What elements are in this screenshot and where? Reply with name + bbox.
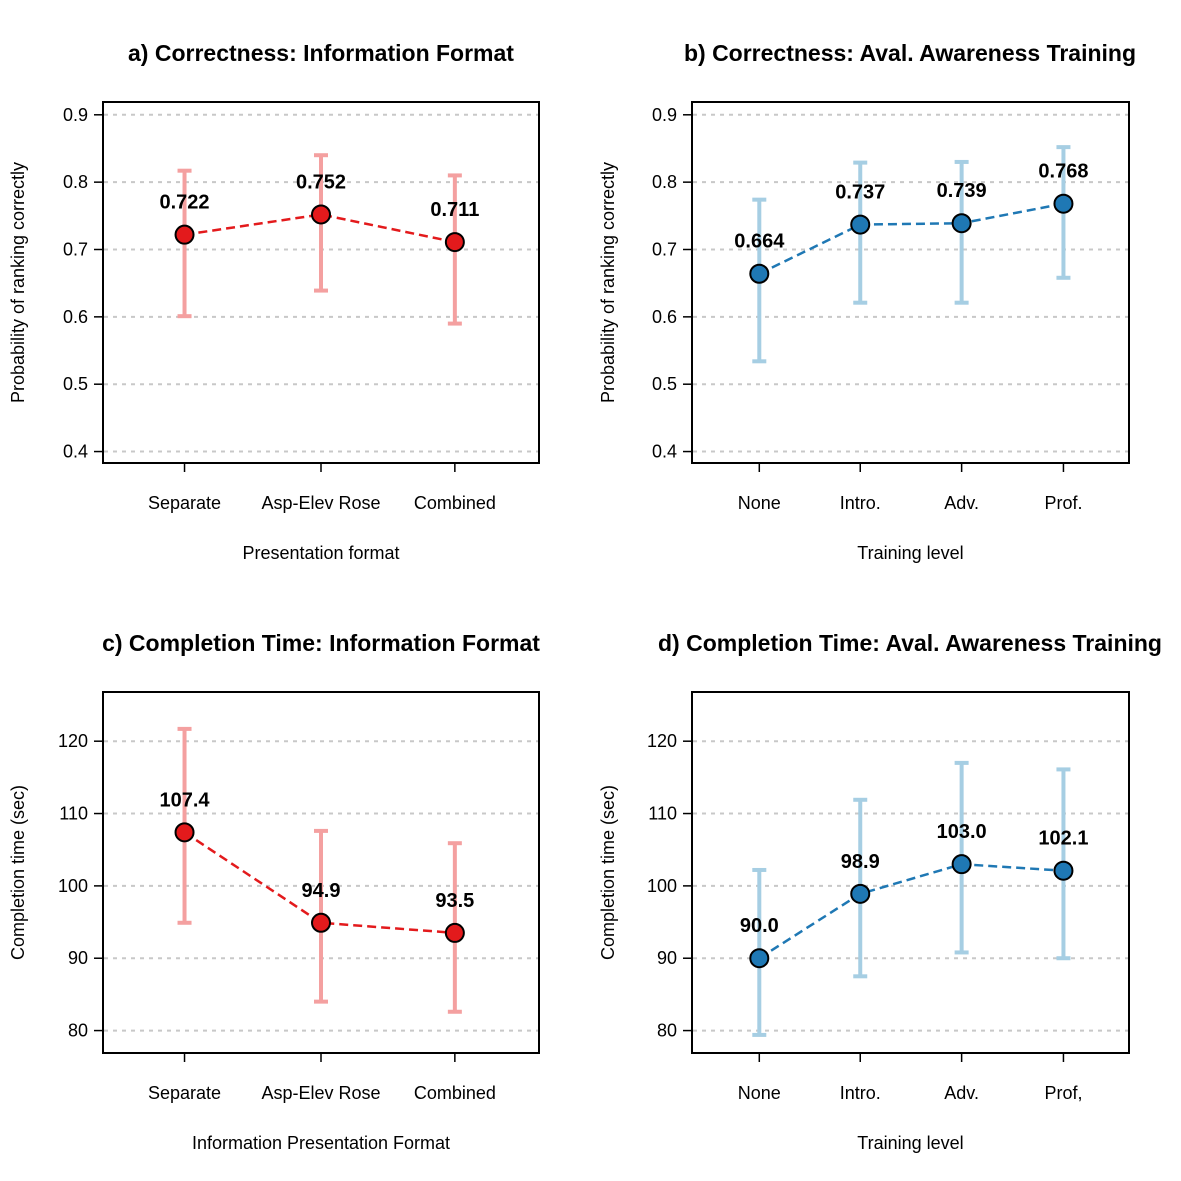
panel-4: d) Completion Time: Aval. Awareness Trai…: [598, 630, 1162, 1153]
data-label: 0.752: [296, 171, 346, 193]
series-line: [183, 831, 455, 935]
y-axis-label: Completion time (sec): [598, 785, 618, 960]
data-label: 90.0: [740, 915, 779, 937]
x-tick-label: Separate: [148, 493, 221, 513]
x-axis-label: Training level: [857, 543, 963, 563]
y-tick-label: 90: [657, 948, 677, 968]
data-point: [311, 204, 331, 225]
panel-2: b) Correctness: Aval. Awareness Training…: [598, 40, 1136, 563]
y-tick-label: 0.8: [63, 172, 88, 192]
plot-frame: [102, 101, 540, 464]
y-tick-label: 0.4: [652, 442, 677, 462]
data-point: [1053, 860, 1074, 881]
data-label: 0.664: [734, 231, 785, 253]
plot-frame: [691, 101, 1130, 464]
chart-title: b) Correctness: Aval. Awareness Training: [684, 40, 1136, 66]
series-line: [758, 202, 1064, 275]
y-tick-label: 120: [647, 731, 677, 751]
y-tick-label: 0.7: [652, 239, 677, 259]
y-tick-label: 80: [657, 1021, 677, 1041]
data-point: [444, 922, 465, 943]
y-tick-label: 110: [59, 804, 88, 824]
series-line: [758, 862, 1064, 960]
x-tick-label: Adv.: [944, 1083, 979, 1103]
data-label: 0.711: [430, 199, 479, 221]
panel-1: a) Correctness: Information Format 0.4 0.5…: [8, 40, 540, 563]
data-label: 0.722: [160, 192, 210, 214]
y-tick-label: 100: [58, 876, 88, 896]
x-tick-label: Intro.: [840, 1083, 881, 1103]
x-tick-label: None: [738, 1083, 781, 1103]
y-tick-label: 0.6: [652, 307, 677, 327]
y-tick-label: 100: [647, 876, 677, 896]
series-line: [184, 213, 456, 244]
y-tick-label: 120: [58, 731, 88, 751]
data-point: [174, 224, 195, 245]
y-tick-label: 90: [68, 948, 88, 968]
data-point: [311, 912, 331, 933]
plot-frame: [102, 691, 540, 1054]
y-axis-label: Probability of ranking correctly: [598, 162, 618, 403]
y-tick-label: 0.9: [652, 105, 677, 125]
data-point: [850, 214, 871, 235]
x-tick-label: Combined: [414, 493, 496, 513]
chart-title: a) Correctness: Information Format: [128, 40, 514, 66]
chart-title: c) Completion Time: Information Format: [102, 630, 540, 656]
x-axis-label: Training level: [857, 1133, 963, 1153]
x-tick-label: None: [738, 493, 781, 513]
y-tick-label: 0.7: [63, 239, 88, 259]
data-label: 0.739: [937, 180, 987, 202]
y-tick-label: 0.6: [63, 307, 88, 327]
data-point: [1053, 193, 1074, 214]
y-axis-label: Completion time (sec): [8, 785, 28, 960]
data-label: 0.768: [1038, 161, 1088, 183]
x-tick-label: Prof,: [1044, 1083, 1082, 1103]
panel-3: c) Completion Time: Information Format 80…: [8, 630, 540, 1153]
data-label: 102.1: [1038, 828, 1088, 850]
y-tick-label: 0.5: [63, 374, 88, 394]
y-tick-label: 80: [68, 1021, 88, 1041]
x-tick-label: Combined: [414, 1083, 496, 1103]
x-tick-label: Prof.: [1044, 493, 1082, 513]
y-tick-label: 0.8: [652, 172, 677, 192]
y-axis-label: Probability of ranking correctly: [8, 162, 28, 403]
x-tick-label: Separate: [148, 1083, 221, 1103]
data-point: [749, 948, 770, 969]
plot-frame: [691, 691, 1130, 1054]
data-label: 93.5: [435, 890, 474, 912]
x-tick-label: Asp-Elev Rose: [261, 493, 380, 513]
data-point: [749, 263, 770, 284]
x-tick-label: Asp-Elev Rose: [261, 1083, 380, 1103]
y-tick-label: 0.5: [652, 374, 677, 394]
data-point: [951, 213, 972, 234]
y-tick-label: 110: [648, 804, 677, 824]
chart-title: d) Completion Time: Aval. Awareness Trai…: [658, 630, 1162, 656]
data-label: 103.0: [937, 821, 987, 843]
x-axis-label: Presentation format: [242, 543, 399, 563]
y-tick-label: 0.4: [63, 442, 88, 462]
data-point: [850, 883, 871, 904]
data-label: 0.737: [835, 182, 885, 204]
data-point: [951, 854, 972, 875]
x-axis-label: Information Presentation Format: [192, 1133, 450, 1153]
y-tick-label: 0.9: [63, 105, 88, 125]
data-label: 107.4: [160, 789, 211, 811]
data-label: 94.9: [302, 880, 341, 902]
x-tick-label: Intro.: [840, 493, 881, 513]
data-point: [174, 822, 195, 843]
data-point: [444, 232, 465, 253]
data-label: 98.9: [841, 851, 880, 873]
x-tick-label: Adv.: [944, 493, 979, 513]
